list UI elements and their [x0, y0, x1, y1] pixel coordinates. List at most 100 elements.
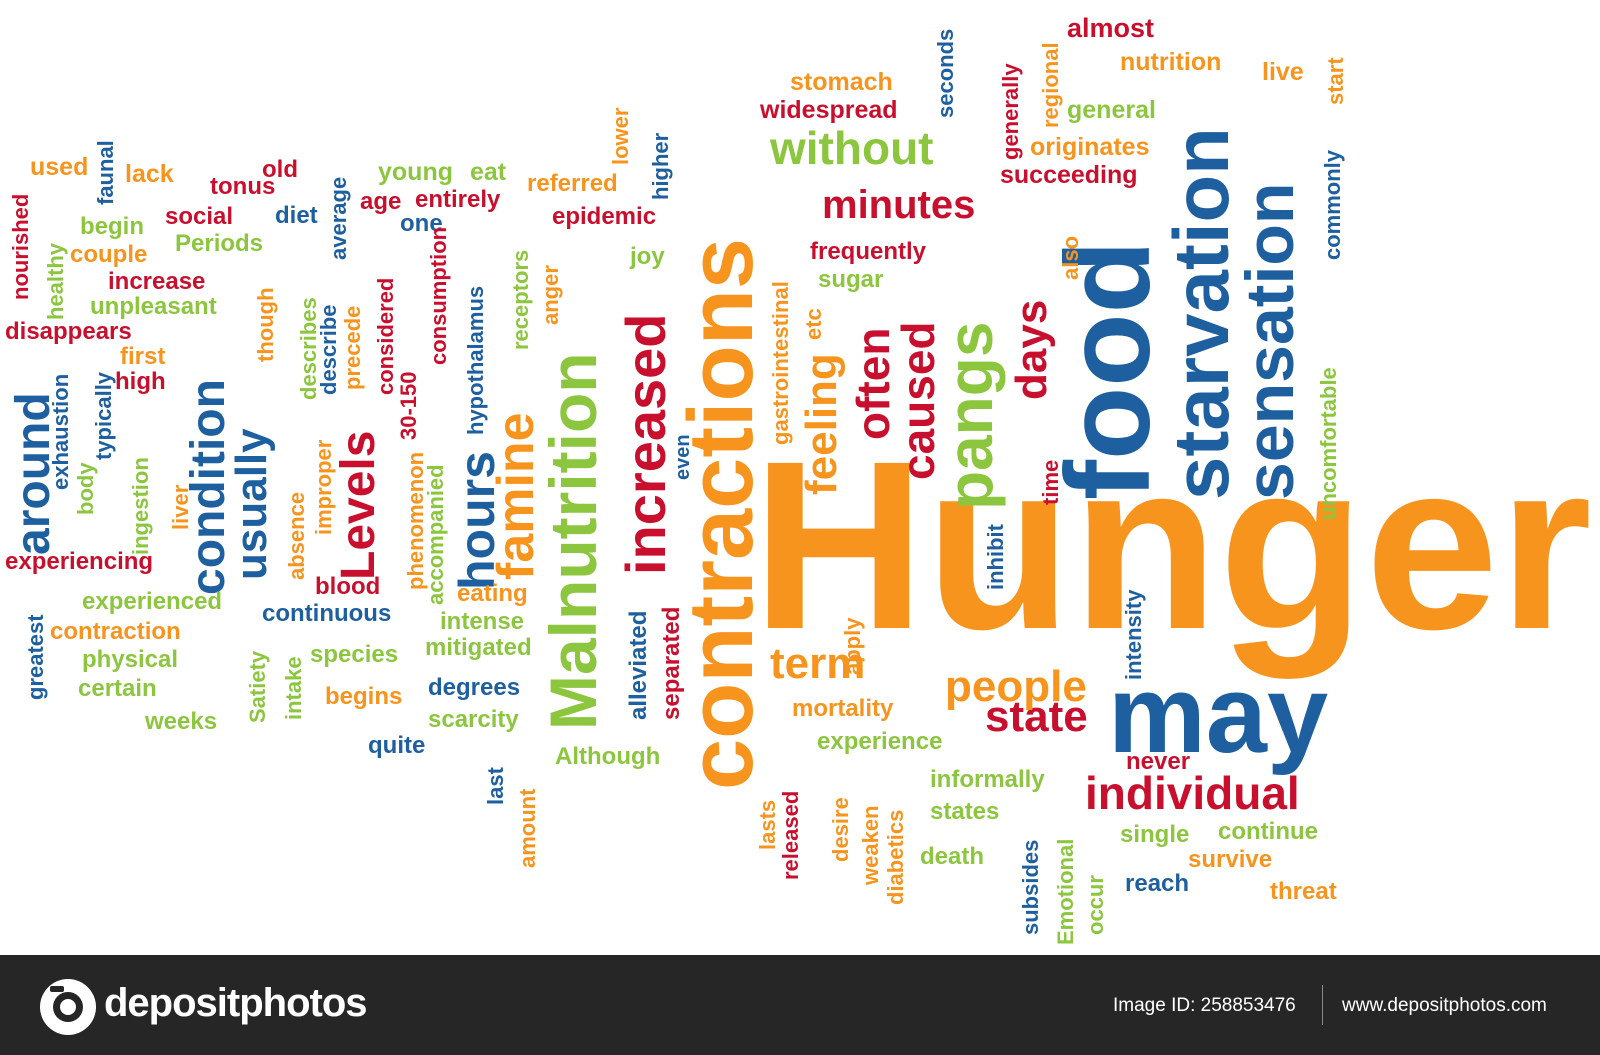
- cloud-word: usually: [227, 428, 276, 580]
- cloud-word: Malnutrition: [536, 352, 610, 730]
- cloud-word: increase: [108, 268, 206, 295]
- cloud-word: often: [847, 327, 899, 440]
- cloud-word: occur: [1083, 875, 1108, 935]
- cloud-word: hypothalamus: [463, 285, 488, 435]
- cloud-word: consumption: [426, 226, 451, 365]
- cloud-word: caused: [892, 321, 944, 480]
- cloud-word: also: [1058, 235, 1083, 280]
- cloud-word: lasts: [755, 799, 780, 850]
- cloud-word: though: [253, 287, 278, 362]
- cloud-word: joy: [630, 243, 665, 270]
- cloud-word: alleviated: [625, 610, 652, 720]
- cloud-word: frequently: [810, 238, 927, 265]
- cloud-word: pangs: [934, 321, 1006, 510]
- cloud-word: social: [165, 203, 234, 230]
- cloud-word: epidemic: [552, 203, 657, 230]
- cloud-word: Levels: [332, 430, 385, 580]
- cloud-word: increased: [614, 313, 677, 576]
- cloud-word: time: [1038, 459, 1063, 505]
- cloud-word: start: [1323, 57, 1348, 105]
- cloud-word: individual: [1085, 767, 1300, 819]
- cloud-word: generally: [998, 63, 1023, 160]
- cloud-word: subsides: [1018, 839, 1043, 935]
- cloud-word: commonly: [1320, 149, 1345, 260]
- cloud-word: experiencing: [5, 548, 154, 575]
- cloud-word: typically: [91, 371, 116, 460]
- cloud-word: weeks: [145, 708, 218, 735]
- cloud-word: without: [770, 122, 934, 174]
- cloud-word: nutrition: [1120, 48, 1222, 76]
- cloud-word: higher: [648, 132, 673, 200]
- cloud-word: age: [360, 188, 402, 215]
- cloud-word: desire: [828, 797, 853, 862]
- cloud-word: old: [262, 156, 298, 183]
- cloud-word: regional: [1038, 42, 1063, 128]
- cloud-word: inhibit: [983, 524, 1008, 590]
- cloud-word: physical: [82, 646, 179, 673]
- cloud-word: nourished: [8, 193, 33, 300]
- cloud-word: may: [1108, 653, 1329, 776]
- cloud-word: used: [30, 153, 89, 181]
- cloud-word: anger: [538, 265, 563, 325]
- cloud-word: lower: [608, 107, 633, 165]
- cloud-word: body: [73, 462, 98, 515]
- cloud-word: liver: [168, 484, 193, 530]
- cloud-word: precede: [340, 305, 365, 390]
- cloud-word: considered: [373, 277, 398, 395]
- cloud-word: live: [1262, 58, 1304, 86]
- cloud-word: average: [326, 176, 351, 260]
- cloud-word: tonus: [210, 173, 276, 200]
- cloud-word: weaken: [858, 805, 883, 886]
- cloud-word: days: [1007, 299, 1056, 400]
- cloud-word: diet: [275, 202, 318, 229]
- cloud-word: continuous: [262, 600, 392, 627]
- cloud-word: survive: [1188, 846, 1273, 873]
- cloud-word: intense: [440, 608, 525, 635]
- cloud-word: one: [400, 210, 443, 237]
- cloud-word: healthy: [43, 242, 68, 320]
- cloud-word: threat: [1270, 878, 1337, 905]
- cloud-word: eating: [457, 580, 528, 607]
- site-url[interactable]: www.depositphotos.com: [1342, 995, 1547, 1016]
- divider: [1322, 985, 1323, 1025]
- cloud-word: entirely: [415, 186, 501, 213]
- cloud-word: term: [770, 639, 866, 688]
- cloud-word: reach: [1125, 870, 1190, 897]
- cloud-word: greatest: [23, 614, 48, 700]
- cloud-word: informally: [930, 766, 1045, 793]
- cloud-word: lack: [125, 160, 174, 188]
- cloud-word: degrees: [428, 674, 521, 701]
- cloud-word: starvation: [1157, 127, 1245, 500]
- cloud-word: Satiety: [245, 650, 270, 723]
- cloud-word: mortality: [792, 695, 894, 722]
- cloud-word: eat: [470, 158, 507, 186]
- cloud-word: uncomfortable: [1316, 367, 1341, 520]
- cloud-word: released: [778, 790, 803, 880]
- cloud-word: sugar: [818, 266, 884, 293]
- cloud-word: disappears: [5, 318, 132, 345]
- cloud-word: diabetics: [883, 809, 908, 905]
- cloud-word: state: [985, 692, 1088, 741]
- cloud-word: receptors: [508, 249, 533, 350]
- cloud-word: begin: [80, 213, 144, 240]
- cloud-word: intake: [281, 656, 306, 720]
- cloud-word: Emotional: [1053, 838, 1078, 945]
- cloud-word: last: [483, 767, 508, 805]
- cloud-word: couple: [70, 241, 148, 268]
- cloud-word: Hunger: [752, 411, 1592, 679]
- cloud-word: exhaustion: [48, 373, 73, 490]
- cloud-word: species: [310, 641, 399, 668]
- cloud-word: death: [920, 843, 985, 870]
- cloud-word: feeling: [797, 353, 846, 495]
- word-cloud: Hunger food may contractions Malnutrition sta…: [5, 13, 1592, 945]
- cloud-word: unpleasant: [90, 293, 217, 320]
- cloud-word: amount: [515, 788, 540, 868]
- cloud-word: improper: [311, 439, 336, 535]
- cloud-word: experience: [817, 728, 943, 755]
- cloud-word: contractions: [670, 237, 772, 790]
- cloud-word: almost: [1067, 13, 1155, 43]
- cloud-word: describes: [296, 297, 321, 400]
- brand-name[interactable]: depositphotos: [104, 981, 368, 1025]
- cloud-word: minutes: [822, 183, 976, 227]
- cloud-word: absence: [284, 491, 309, 580]
